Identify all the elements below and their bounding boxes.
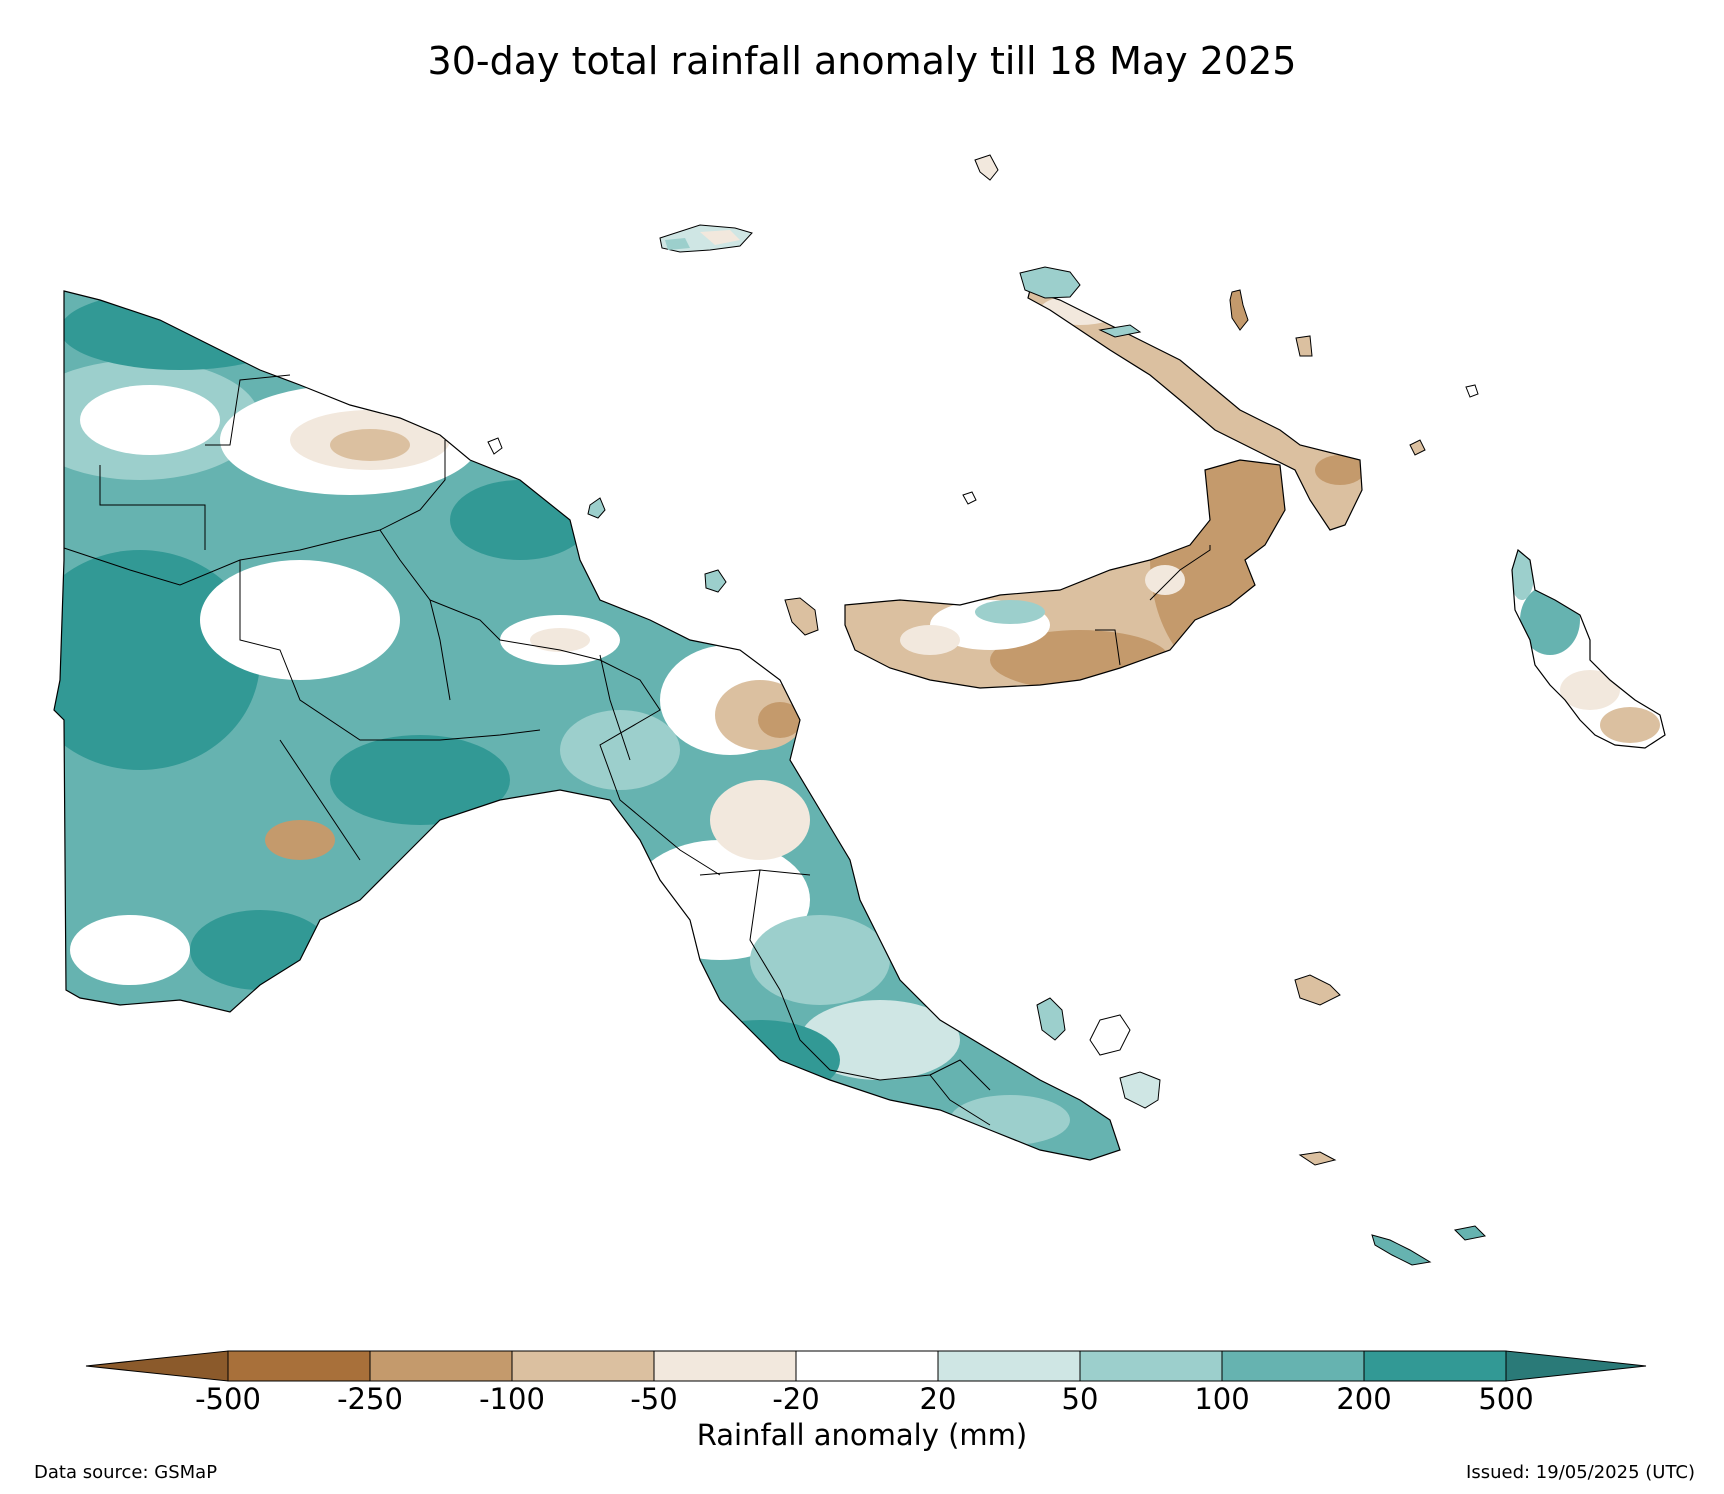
colorbar-segment — [227, 1350, 371, 1382]
colorbar-extend-low — [85, 1350, 229, 1382]
colorbar-tick-label: 500 — [1478, 1382, 1534, 1416]
colorbar-tick-label: 200 — [1336, 1382, 1392, 1416]
colorbar-segment — [511, 1350, 655, 1382]
colorbar-segment — [1221, 1350, 1365, 1382]
minor-islands — [487, 154, 1487, 1266]
map-title: 30-day total rainfall anomaly till 18 Ma… — [427, 39, 1297, 83]
colorbar-tick-label: -500 — [195, 1382, 261, 1416]
colorbar-tick-label: -250 — [337, 1382, 403, 1416]
mainland-new-guinea — [53, 290, 1121, 1161]
new-hanover — [1019, 266, 1142, 338]
issued-date-note: Issued: 19/05/2025 (UTC) — [1466, 1462, 1695, 1483]
colorbar-tick-label: -100 — [479, 1382, 545, 1416]
colorbar-tick-label: -50 — [630, 1382, 678, 1416]
colorbar-tick-label: 50 — [1061, 1382, 1099, 1416]
colorbar-tick-label: -20 — [772, 1382, 820, 1416]
manus-island — [659, 224, 753, 253]
new-britain — [844, 459, 1286, 689]
colorbar-segment — [795, 1350, 939, 1382]
colorbar-segment — [1363, 1350, 1507, 1382]
colorbar-extend-high — [1505, 1350, 1647, 1382]
colorbar-segment — [937, 1350, 1081, 1382]
colorbar-segment — [1079, 1350, 1223, 1382]
new-ireland — [1027, 289, 1363, 531]
colorbar-tick-label: 20 — [919, 1382, 957, 1416]
bougainville — [1511, 548, 1666, 749]
colorbar-tick-label: 100 — [1194, 1382, 1250, 1416]
colorbar-label: Rainfall anomaly (mm) — [696, 1418, 1028, 1452]
data-source-note: Data source: GSMaP — [34, 1462, 218, 1483]
colorbar — [85, 1350, 1647, 1382]
colorbar-segment — [653, 1350, 797, 1382]
colorbar-segment — [369, 1350, 513, 1382]
